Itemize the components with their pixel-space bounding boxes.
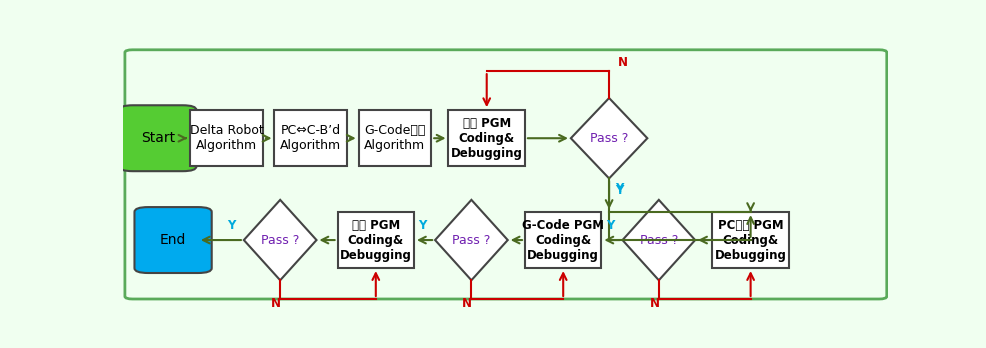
- Text: 운용 PGM
Coding&
Debugging: 운용 PGM Coding& Debugging: [339, 219, 411, 262]
- Bar: [448, 110, 525, 166]
- Text: N: N: [617, 56, 628, 69]
- FancyBboxPatch shape: [119, 105, 196, 171]
- Text: Pass ?: Pass ?: [639, 234, 677, 246]
- Bar: [358, 110, 431, 166]
- FancyBboxPatch shape: [125, 50, 885, 299]
- Bar: [337, 212, 413, 268]
- Bar: [274, 110, 347, 166]
- Text: N: N: [271, 297, 281, 310]
- Text: Y: Y: [418, 219, 426, 232]
- Text: N: N: [649, 297, 659, 310]
- Text: Y: Y: [605, 219, 613, 232]
- Text: Delta Robot
Algorithm: Delta Robot Algorithm: [189, 124, 263, 152]
- Polygon shape: [622, 200, 694, 280]
- Text: End: End: [160, 233, 186, 247]
- Text: PC통신 PGM
Coding&
Debugging: PC통신 PGM Coding& Debugging: [714, 219, 786, 262]
- Polygon shape: [435, 200, 507, 280]
- Text: G-Code변환
Algorithm: G-Code변환 Algorithm: [364, 124, 425, 152]
- Text: Start: Start: [141, 131, 175, 145]
- Bar: [525, 212, 600, 268]
- FancyBboxPatch shape: [134, 207, 212, 273]
- Text: Pass ?: Pass ?: [452, 234, 490, 246]
- Text: Y: Y: [227, 219, 235, 232]
- Text: Y: Y: [614, 184, 623, 198]
- Text: Y: Y: [614, 182, 623, 196]
- Text: PC⇔C-B’d
Algorithm: PC⇔C-B’d Algorithm: [280, 124, 341, 152]
- Text: Pass ?: Pass ?: [260, 234, 299, 246]
- Bar: [190, 110, 262, 166]
- Bar: [712, 212, 788, 268]
- Text: Pass ?: Pass ?: [590, 132, 628, 145]
- Polygon shape: [570, 98, 647, 179]
- Polygon shape: [244, 200, 317, 280]
- Text: G-Code PGM
Coding&
Debugging: G-Code PGM Coding& Debugging: [522, 219, 603, 262]
- Text: 제어 PGM
Coding&
Debugging: 제어 PGM Coding& Debugging: [451, 117, 523, 160]
- Text: N: N: [461, 297, 471, 310]
